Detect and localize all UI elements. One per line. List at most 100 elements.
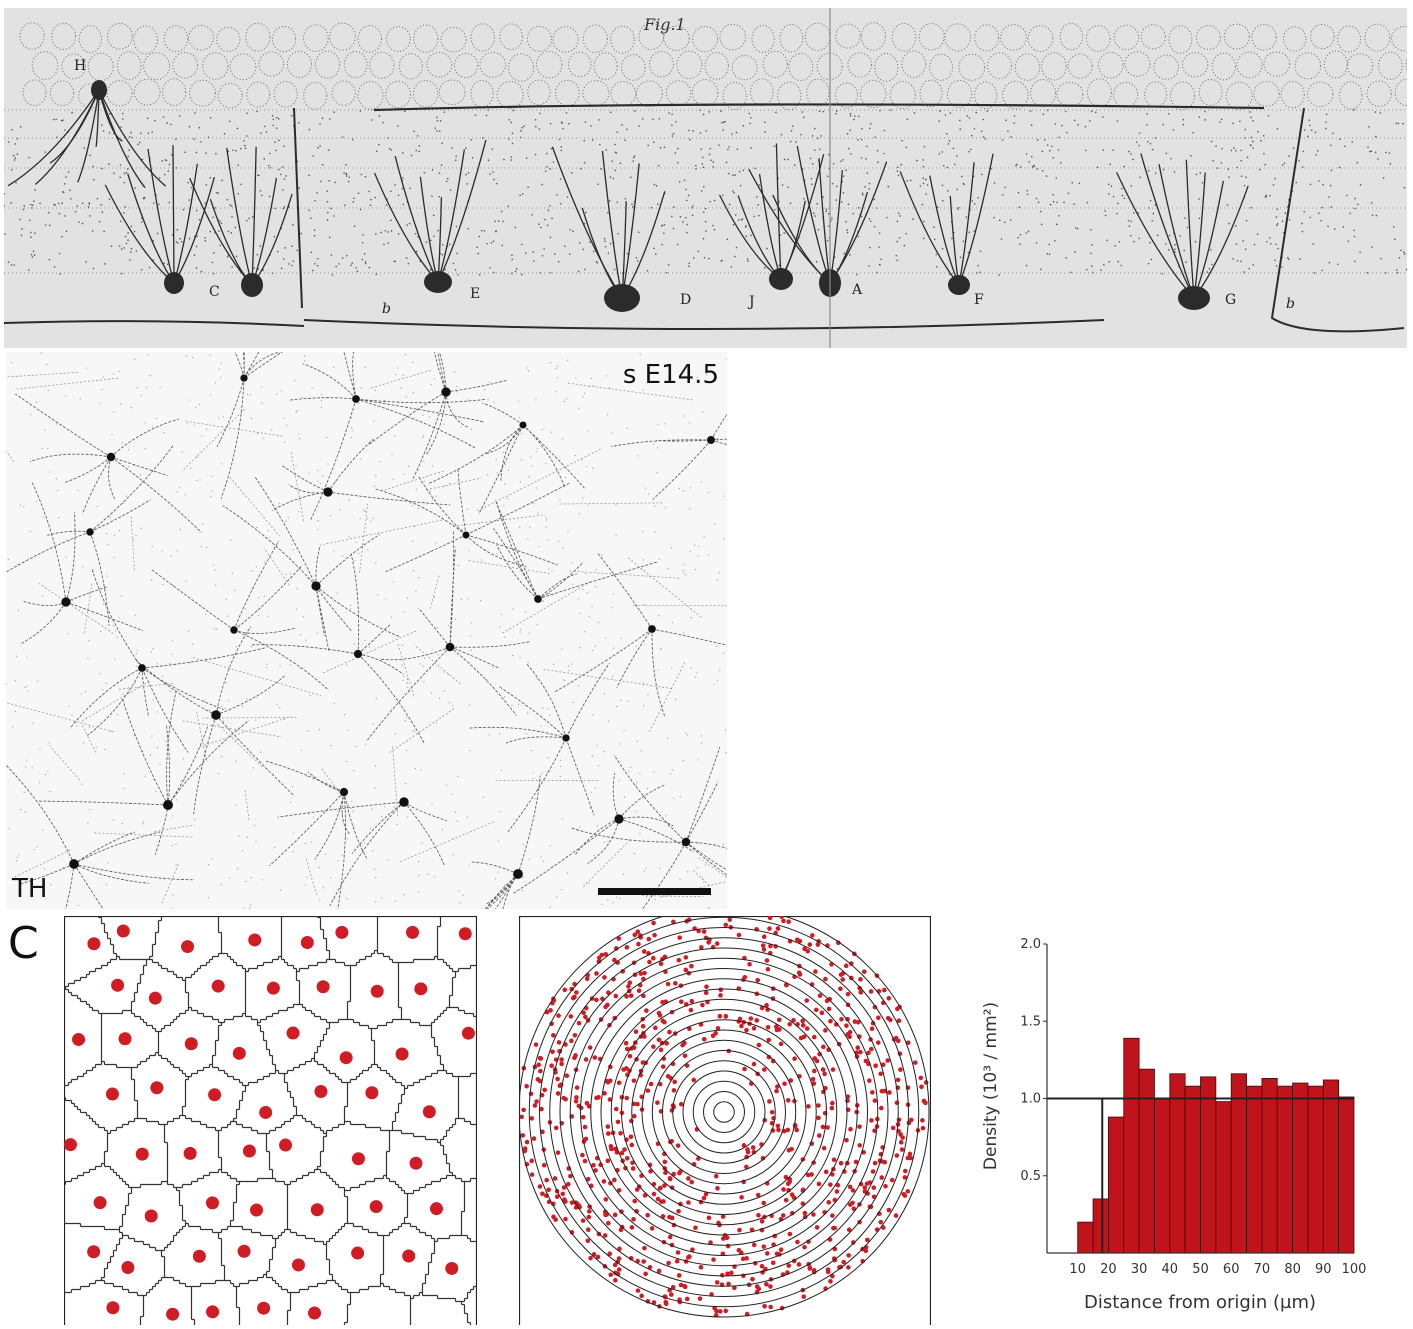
stipple-dot [15,182,17,184]
stipple-dot [1252,264,1254,266]
speckle [413,392,414,393]
speckle [634,853,635,854]
stipple-dot [827,240,829,242]
stipple-dot [697,251,699,253]
speckle [352,430,353,431]
y-axis-label: Density (10³ / mm²) [981,1002,1001,1170]
stipple-dot [1354,208,1356,210]
speckle [397,367,398,368]
stipple-dot [1402,123,1404,125]
stipple-dot [532,251,534,253]
offset-dot [602,975,607,980]
speckle [15,711,16,712]
stipple-dot [1042,150,1044,152]
th-soma [352,395,360,403]
offset-dot [618,1131,623,1136]
speckle [68,706,69,707]
speckle [177,550,178,551]
stipple-dot [468,172,470,174]
speckle [551,432,552,433]
stipple-dot [954,164,956,166]
speckle [657,447,658,448]
stipple-dot [1204,111,1206,113]
stipple-dot [332,274,334,276]
stipple-dot [379,115,381,117]
offset-dot [642,971,647,976]
speckle [484,389,485,390]
offset-dot [744,1028,749,1033]
stipple-dot [1168,249,1170,251]
stipple-dot [750,235,752,237]
stipple-dot [20,126,22,128]
cell-dot [414,982,427,995]
speckle [276,704,277,705]
cell-dot [396,1048,409,1061]
stipple-dot [1163,169,1165,171]
speckle [468,865,469,866]
stipple-dot [1038,202,1040,204]
stipple-dot [1036,242,1038,244]
speckle [49,471,50,472]
speckle [520,629,521,630]
stipple-dot [874,226,876,228]
speckle [196,480,197,481]
stipple-dot [1284,163,1286,165]
speckle [584,631,585,632]
stipple-dot [1254,244,1256,246]
stipple-dot [942,200,944,202]
offset-dot [862,969,867,974]
speckle [405,720,406,721]
stipple-dot [411,155,413,157]
stipple-dot [510,156,512,158]
speckle [215,382,216,383]
speckle [221,463,222,464]
x-tick-label: 50 [1192,1262,1209,1277]
stipple-dot [33,251,35,253]
speckle [645,488,646,489]
stipple-dot [750,147,752,149]
cell-dot [94,1196,107,1209]
speckle [431,692,432,693]
offset-dot [604,1197,609,1202]
stipple-dot [861,128,863,130]
speckle [204,700,205,701]
speckle [578,685,579,686]
speckle [45,774,46,775]
stipple-dot [170,124,172,126]
speckle [522,890,523,891]
stipple-dot [1053,201,1055,203]
stipple-dot [935,254,937,256]
speckle [664,423,665,424]
speckle [251,877,252,878]
stipple-dot [651,207,653,209]
histogram-bar [1154,1099,1169,1254]
stipple-dot [1055,177,1057,179]
stipple-dot [218,230,220,232]
offset-dot [524,1084,529,1089]
speckle [461,529,462,530]
stipple-dot [169,202,171,204]
stipple-dot [1049,254,1051,256]
offset-dot [643,1272,648,1277]
offset-dot [569,1014,574,1019]
speckle [556,391,557,392]
speckle [571,562,572,563]
offset-dot [873,1161,878,1166]
cell-dot [267,982,280,995]
speckle [605,637,606,638]
stipple-dot [1106,239,1108,241]
stipple-dot [227,199,229,201]
stipple-dot [196,152,198,154]
offset-dot [844,1138,849,1143]
offset-dot [583,1159,588,1164]
stipple-dot [1360,184,1362,186]
stipple-dot [1264,164,1266,166]
speckle [446,785,447,786]
stipple-dot [1375,151,1377,153]
stipple-dot [134,187,136,189]
speckle [575,455,576,456]
speckle [562,438,563,439]
stipple-dot [139,142,141,144]
stipple-dot [167,170,169,172]
speckle [338,860,339,861]
